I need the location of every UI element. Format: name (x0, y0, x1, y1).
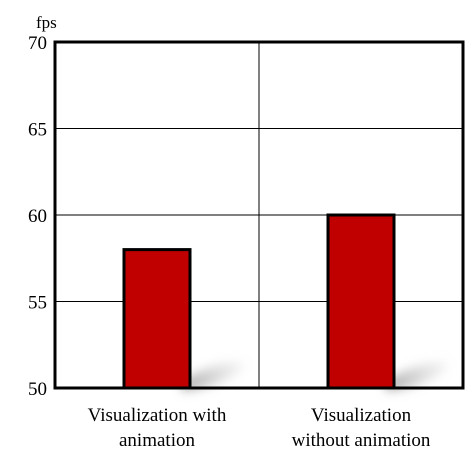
y-tick-label-50: 50 (28, 379, 47, 400)
y-tick-label-70: 70 (28, 33, 47, 54)
bar-shadow-1 (383, 361, 449, 391)
y-tick-label-55: 55 (28, 293, 47, 314)
x-tick-label-1-line-1: without animation (292, 430, 431, 451)
bar-shadow-0 (179, 361, 245, 391)
x-tick-label-0-line-1: animation (119, 430, 195, 451)
y-tick-label-60: 60 (28, 206, 47, 227)
y-tick-label-65: 65 (28, 120, 47, 141)
y-axis-unit-label: fps (36, 13, 57, 32)
x-tick-label-0-line-0: Visualization with (88, 405, 227, 426)
bar-0 (122, 248, 192, 390)
bar-1 (326, 213, 396, 390)
plot-area: 50 55 60 65 70 Visualization with animation Vis… (28, 33, 465, 451)
plot-frame (53, 40, 465, 390)
x-tick-label-1-line-0: Visualization (311, 405, 412, 426)
